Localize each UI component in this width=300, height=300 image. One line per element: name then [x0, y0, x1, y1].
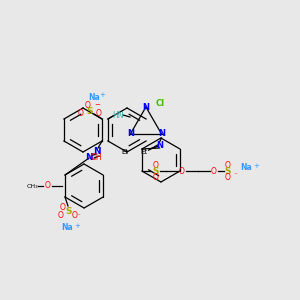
Text: HN: HN — [112, 110, 124, 119]
Text: N: N — [85, 154, 93, 163]
Text: +: + — [99, 92, 105, 98]
Text: −: − — [94, 102, 100, 108]
Text: ⁻: ⁻ — [234, 172, 238, 178]
Text: N: N — [93, 146, 101, 155]
Text: O: O — [225, 160, 231, 169]
Text: O: O — [60, 202, 66, 211]
Text: O: O — [211, 167, 217, 176]
Text: O: O — [153, 160, 159, 169]
Text: O⁻: O⁻ — [72, 212, 82, 220]
Text: S: S — [66, 208, 72, 217]
Text: O: O — [96, 109, 102, 118]
Text: N: N — [156, 140, 163, 149]
Text: O: O — [85, 100, 91, 109]
Text: +: + — [74, 223, 80, 229]
Text: S: S — [225, 167, 231, 176]
Text: N: N — [127, 130, 134, 139]
Text: O: O — [78, 109, 84, 118]
Text: Na: Na — [240, 164, 252, 172]
Text: CH₃: CH₃ — [26, 184, 38, 188]
Text: O: O — [45, 182, 51, 190]
Text: Na: Na — [61, 224, 73, 232]
Text: O: O — [153, 172, 159, 182]
Text: OH: OH — [91, 152, 103, 161]
Text: N: N — [158, 130, 165, 139]
Text: S: S — [87, 107, 93, 116]
Text: O: O — [179, 167, 185, 176]
Text: Et: Et — [122, 149, 128, 155]
Text: Cl: Cl — [155, 100, 164, 109]
Text: Na: Na — [88, 92, 100, 101]
Text: +: + — [253, 163, 259, 169]
Text: Et: Et — [140, 149, 147, 155]
Text: O: O — [225, 172, 231, 182]
Text: O: O — [58, 212, 64, 220]
Text: N: N — [142, 103, 149, 112]
Text: S: S — [153, 167, 159, 176]
